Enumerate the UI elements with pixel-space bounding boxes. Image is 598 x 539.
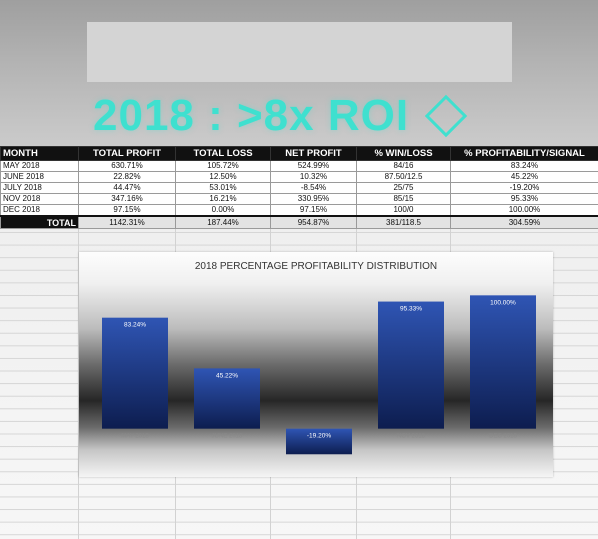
table-cell: 100/0: [356, 204, 451, 217]
table-cell: 95.33%: [450, 193, 598, 205]
column-header: TOTAL LOSS: [175, 146, 271, 161]
table-cell: JUNE 2018: [0, 171, 79, 183]
table-cell: 330.95%: [270, 193, 357, 205]
headline-text: 2018 : >8x ROI: [93, 91, 410, 140]
column-header: % PROFITABILITY/SIGNAL: [450, 146, 598, 161]
bar: [102, 317, 168, 429]
table-cell: -8.54%: [270, 182, 357, 194]
table-cell: 45.22%: [450, 171, 598, 183]
table-cell: 84/16: [356, 160, 451, 172]
table-cell: 25/75: [356, 182, 451, 194]
profit-table: MONTH TOTAL PROFIT TOTAL LOSS NET PROFIT…: [0, 146, 598, 229]
bar: [194, 368, 260, 429]
table-cell: 0.00%: [175, 204, 271, 217]
column-header: % WIN/LOSS: [356, 146, 451, 161]
table-cell: 187.44%: [175, 215, 271, 229]
table-header-row: MONTH TOTAL PROFIT TOTAL LOSS NET PROFIT…: [0, 146, 598, 161]
bar-chart: 83.24% MAY 2018 45.22% JUNE 2018 -19.20% 95.3…: [102, 295, 536, 455]
table-cell: 100.00%: [450, 204, 598, 217]
grid-line: [78, 146, 79, 539]
category-label: DEC 2018: [489, 434, 517, 440]
bar: [378, 301, 444, 429]
redacted-area: [87, 22, 512, 82]
column-header: MONTH: [0, 146, 79, 161]
chart-title: 2018 PERCENTAGE PROFITABILITY DISTRIBUTI…: [194, 261, 438, 272]
category-label: MAY 2018: [121, 434, 149, 440]
diamond-icon: [424, 94, 468, 138]
data-label: 83.24%: [124, 322, 146, 329]
table-cell: 954.87%: [270, 215, 357, 229]
table-cell: 97.15%: [270, 204, 357, 217]
table-cell: 12.50%: [175, 171, 271, 183]
table-cell: 16.21%: [175, 193, 271, 205]
table-cell: 381/118.5: [356, 215, 451, 229]
table-cell: 1142.31%: [78, 215, 176, 229]
table-cell: -19.20%: [450, 182, 598, 194]
table-row: JUNE 2018 22.82% 12.50% 10.32% 87.50/12.…: [0, 171, 598, 183]
table-cell: 22.82%: [78, 171, 176, 183]
column-header: TOTAL PROFIT: [78, 146, 176, 161]
table-row: DEC 2018 97.15% 0.00% 97.15% 100/0 100.0…: [0, 204, 598, 217]
table-cell: 524.99%: [270, 160, 357, 172]
category-label: JUNE 2018: [212, 434, 243, 440]
table-total-row: TOTAL 1142.31% 187.44% 954.87% 381/118.5…: [0, 215, 598, 229]
table-cell: 97.15%: [78, 204, 176, 217]
table-cell: 87.50/12.5: [356, 171, 451, 183]
table-cell: NOV 2018: [0, 193, 79, 205]
table-cell: 630.71%: [78, 160, 176, 172]
data-label: 95.33%: [400, 306, 422, 313]
table-cell: 85/15: [356, 193, 451, 205]
table-cell: 10.32%: [270, 171, 357, 183]
table-cell: 347.16%: [78, 193, 176, 205]
table-cell: MAY 2018: [0, 160, 79, 172]
table-cell: 83.24%: [450, 160, 598, 172]
data-label: 45.22%: [216, 372, 238, 379]
table-row: MAY 2018 630.71% 105.72% 524.99% 84/16 8…: [0, 160, 598, 172]
table-row: NOV 2018 347.16% 16.21% 330.95% 85/15 95…: [0, 193, 598, 205]
table-cell: 304.59%: [450, 215, 598, 229]
table-cell: JULY 2018: [0, 182, 79, 194]
headline: 2018 : >8x ROI: [93, 86, 468, 146]
bar: [286, 428, 352, 455]
category-label: NOV 2018: [397, 434, 426, 440]
table-cell: DEC 2018: [0, 204, 79, 217]
bar: [470, 295, 536, 429]
table-row: JULY 2018 44.47% 53.01% -8.54% 25/75 -19…: [0, 182, 598, 194]
table-cell: 53.01%: [175, 182, 271, 194]
column-header: NET PROFIT: [270, 146, 357, 161]
table-cell: 105.72%: [175, 160, 271, 172]
chart-panel: 2018 PERCENTAGE PROFITABILITY DISTRIBUTI…: [79, 252, 553, 477]
table-cell: 44.47%: [78, 182, 176, 194]
table-cell: TOTAL: [0, 215, 79, 229]
data-label: 100.00%: [490, 299, 516, 306]
data-label: -19.20%: [307, 433, 331, 440]
